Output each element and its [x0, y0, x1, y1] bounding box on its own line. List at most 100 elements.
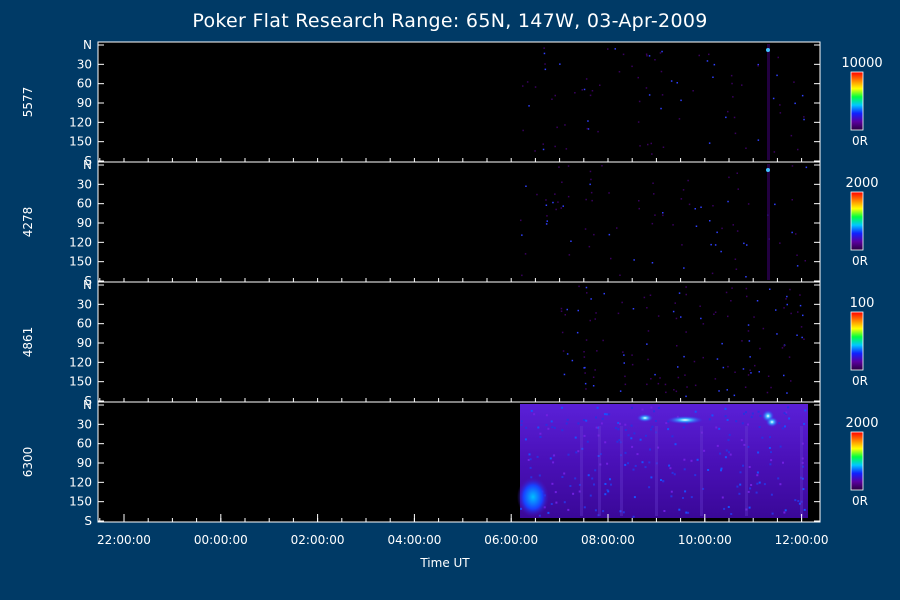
speckle: [585, 339, 588, 341]
speckle: [735, 268, 738, 270]
speckle: [687, 511, 690, 514]
speckle: [585, 286, 588, 289]
speckle: [617, 312, 620, 315]
speckle: [554, 145, 556, 148]
speckle: [660, 479, 662, 481]
speckle: [646, 307, 648, 309]
speckle: [665, 391, 667, 394]
speckle: [567, 453, 570, 456]
speckle: [639, 438, 642, 441]
speckle: [743, 443, 746, 446]
speckle: [529, 458, 532, 461]
speckle: [715, 426, 718, 429]
speckle: [528, 453, 531, 456]
speckle: [783, 412, 786, 415]
speckle: [544, 68, 547, 71]
bright-spot: [766, 417, 778, 427]
speckle: [694, 410, 697, 413]
speckle: [631, 363, 634, 366]
chart-title: Poker Flat Research Range: 65N, 147W, 03…: [192, 10, 708, 32]
speckle: [650, 476, 653, 479]
speckle: [682, 426, 685, 429]
speckle: [739, 471, 742, 474]
speckle: [736, 485, 739, 488]
speckle: [610, 483, 612, 486]
speckle: [662, 146, 665, 148]
speckle: [680, 198, 683, 200]
speckle: [713, 313, 715, 315]
speckle: [560, 207, 562, 209]
speckle: [739, 483, 742, 486]
speckle: [700, 431, 703, 434]
speckle: [722, 366, 725, 369]
speckle: [801, 336, 803, 339]
speckle: [584, 228, 587, 230]
speckle: [790, 312, 792, 315]
speckle: [735, 420, 738, 423]
panel-background: [98, 42, 820, 162]
speckle: [802, 465, 805, 468]
speckle: [619, 390, 622, 392]
speckle: [661, 50, 663, 53]
speckle: [727, 365, 729, 368]
speckle: [602, 510, 605, 513]
speckle: [565, 148, 568, 150]
y-tick-label: 30: [77, 57, 92, 71]
panel-label: 4861: [21, 327, 35, 358]
speckle: [644, 434, 647, 437]
speckle: [553, 426, 556, 429]
streak: [598, 426, 601, 516]
speckle: [745, 276, 747, 278]
speckle: [543, 52, 546, 55]
speckle: [787, 406, 790, 409]
y-tick-label: 60: [77, 317, 92, 331]
speckle: [614, 48, 616, 50]
speckle: [734, 371, 736, 373]
speckle: [803, 508, 806, 511]
speckle: [589, 183, 591, 186]
speckle: [527, 459, 530, 461]
speckle: [786, 295, 788, 298]
speckle: [574, 92, 576, 94]
speckle: [657, 446, 660, 449]
speckle: [614, 427, 617, 429]
speckle: [619, 510, 622, 513]
speckle: [566, 418, 569, 421]
y-tick-label: 90: [77, 336, 92, 350]
speckle: [632, 468, 635, 471]
speckle: [584, 372, 586, 374]
speckle: [703, 449, 706, 452]
speckle: [756, 474, 759, 477]
speckle: [801, 457, 804, 460]
speckle: [769, 463, 772, 466]
speckle: [561, 406, 563, 409]
speckle: [624, 375, 626, 378]
speckle: [686, 386, 688, 388]
speckle: [653, 410, 656, 413]
speckle: [638, 207, 640, 210]
speckle: [747, 203, 750, 205]
speckle: [589, 94, 592, 97]
speckle: [720, 250, 722, 253]
speckle: [624, 463, 627, 466]
streak: [767, 44, 770, 160]
speckle: [756, 300, 759, 302]
panel-background: [98, 282, 820, 402]
speckle: [716, 358, 719, 360]
speckle: [608, 413, 611, 416]
speckle: [803, 118, 805, 121]
speckle: [674, 302, 676, 304]
speckle: [797, 148, 799, 151]
speckle: [667, 420, 670, 423]
speckle: [789, 288, 791, 291]
speckle: [696, 458, 699, 461]
speckle: [682, 189, 685, 191]
speckle: [783, 345, 785, 347]
speckle: [776, 333, 778, 335]
speckle: [670, 490, 673, 493]
speckle: [547, 511, 550, 514]
y-tick-label: 150: [69, 255, 92, 269]
speckle: [681, 244, 683, 246]
speckle: [744, 386, 747, 388]
speckle: [728, 176, 730, 179]
